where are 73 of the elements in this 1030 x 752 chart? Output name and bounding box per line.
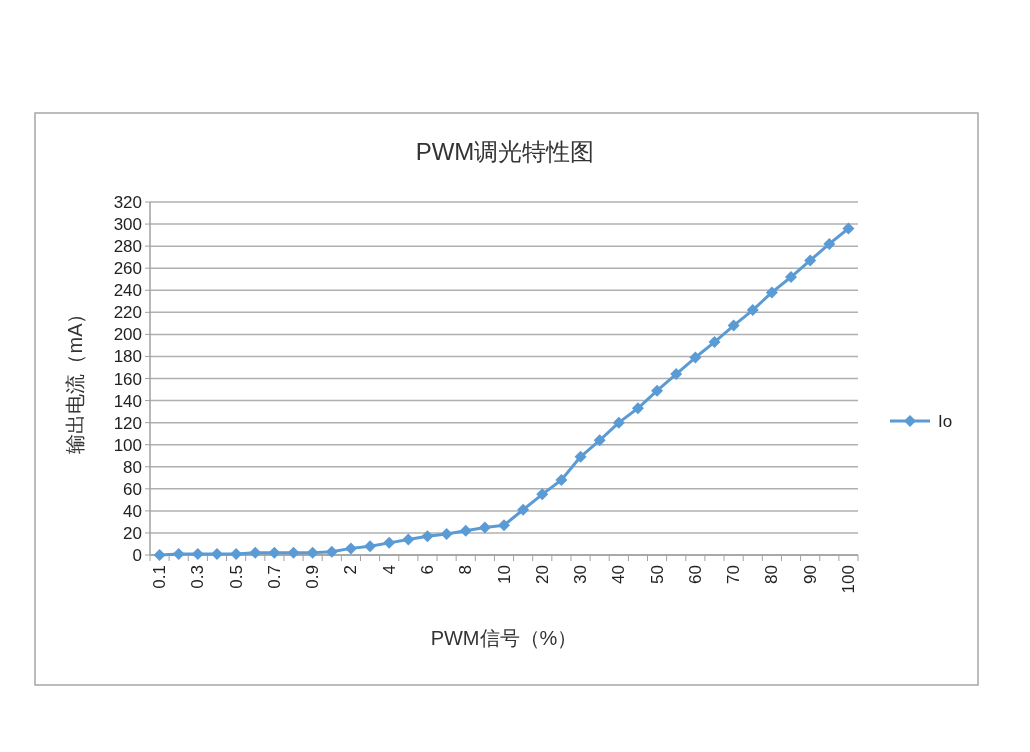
x-tick-label: 0.9: [303, 565, 323, 589]
x-tick-label: 2: [341, 565, 361, 575]
y-tick-label: 140: [113, 391, 142, 411]
y-tick-label: 80: [123, 457, 142, 477]
y-tick-label: 280: [113, 237, 142, 257]
x-tick-label: 0.7: [264, 565, 284, 589]
point: [785, 271, 798, 284]
y-tick-label: 160: [113, 369, 142, 389]
point: [631, 402, 644, 415]
point: [689, 351, 702, 364]
point: [364, 540, 377, 553]
y-tick-label: 220: [113, 303, 142, 323]
y-axis-title: 输出电流（mA）: [64, 303, 86, 454]
point: [727, 319, 740, 332]
y-tick-label: 300: [113, 215, 142, 235]
x-tick-label: 0.5: [226, 565, 246, 589]
x-tick-label: 20: [532, 565, 552, 584]
point: [478, 521, 491, 534]
x-tick-label: 80: [762, 565, 782, 584]
point: [268, 546, 281, 559]
legend-label: Io: [938, 412, 953, 431]
x-tick-label: 50: [647, 565, 667, 584]
point: [746, 304, 759, 317]
point: [421, 530, 434, 543]
point: [287, 546, 300, 559]
y-tick-label: 180: [113, 347, 142, 367]
point: [383, 536, 396, 549]
y-tick-label: 40: [123, 501, 142, 521]
x-tick-label: 0.3: [188, 565, 208, 589]
y-tick-label: 100: [113, 435, 142, 455]
chart-title: PWM调光特性图: [415, 138, 595, 165]
point: [670, 368, 683, 381]
x-tick-label: 70: [724, 565, 744, 584]
y-tick-label: 0: [132, 546, 142, 565]
point: [325, 545, 338, 558]
x-tick-label: 10: [494, 565, 514, 584]
point: [440, 528, 453, 541]
x-tick-label: 40: [609, 565, 629, 584]
point: [498, 519, 510, 532]
y-tick-label: 120: [113, 413, 142, 433]
point: [823, 237, 836, 250]
point: [842, 222, 855, 235]
point: [459, 524, 472, 537]
point: [651, 384, 664, 397]
point: [574, 450, 587, 463]
point: [153, 549, 166, 561]
x-tick-label: 90: [800, 565, 820, 584]
point: [402, 533, 415, 546]
point: [172, 547, 185, 560]
point: [593, 434, 606, 447]
point: [517, 503, 530, 516]
point: [804, 254, 817, 267]
x-tick-label: 8: [456, 565, 476, 575]
x-tick-label: 30: [571, 565, 591, 584]
point: [536, 488, 549, 501]
y-tick-label: 240: [113, 281, 142, 301]
point: [306, 546, 319, 559]
x-tick-label: 4: [379, 565, 399, 575]
x-tick-label: 60: [685, 565, 705, 584]
point: [555, 473, 568, 486]
point: [708, 336, 721, 349]
y-tick-label: 60: [123, 479, 142, 499]
point: [344, 542, 357, 555]
y-tick-label: 260: [113, 259, 142, 279]
point: [612, 416, 625, 429]
y-tick-label: 320: [113, 193, 142, 212]
point: [765, 286, 778, 299]
x-tick-label: 6: [417, 565, 437, 575]
x-tick-label: 0.1: [150, 565, 170, 589]
y-tick-label: 20: [123, 523, 142, 543]
x-tick-label: 100: [838, 565, 858, 594]
x-axis-title: PWM信号（%）: [430, 627, 578, 649]
y-tick-label: 200: [113, 325, 142, 345]
